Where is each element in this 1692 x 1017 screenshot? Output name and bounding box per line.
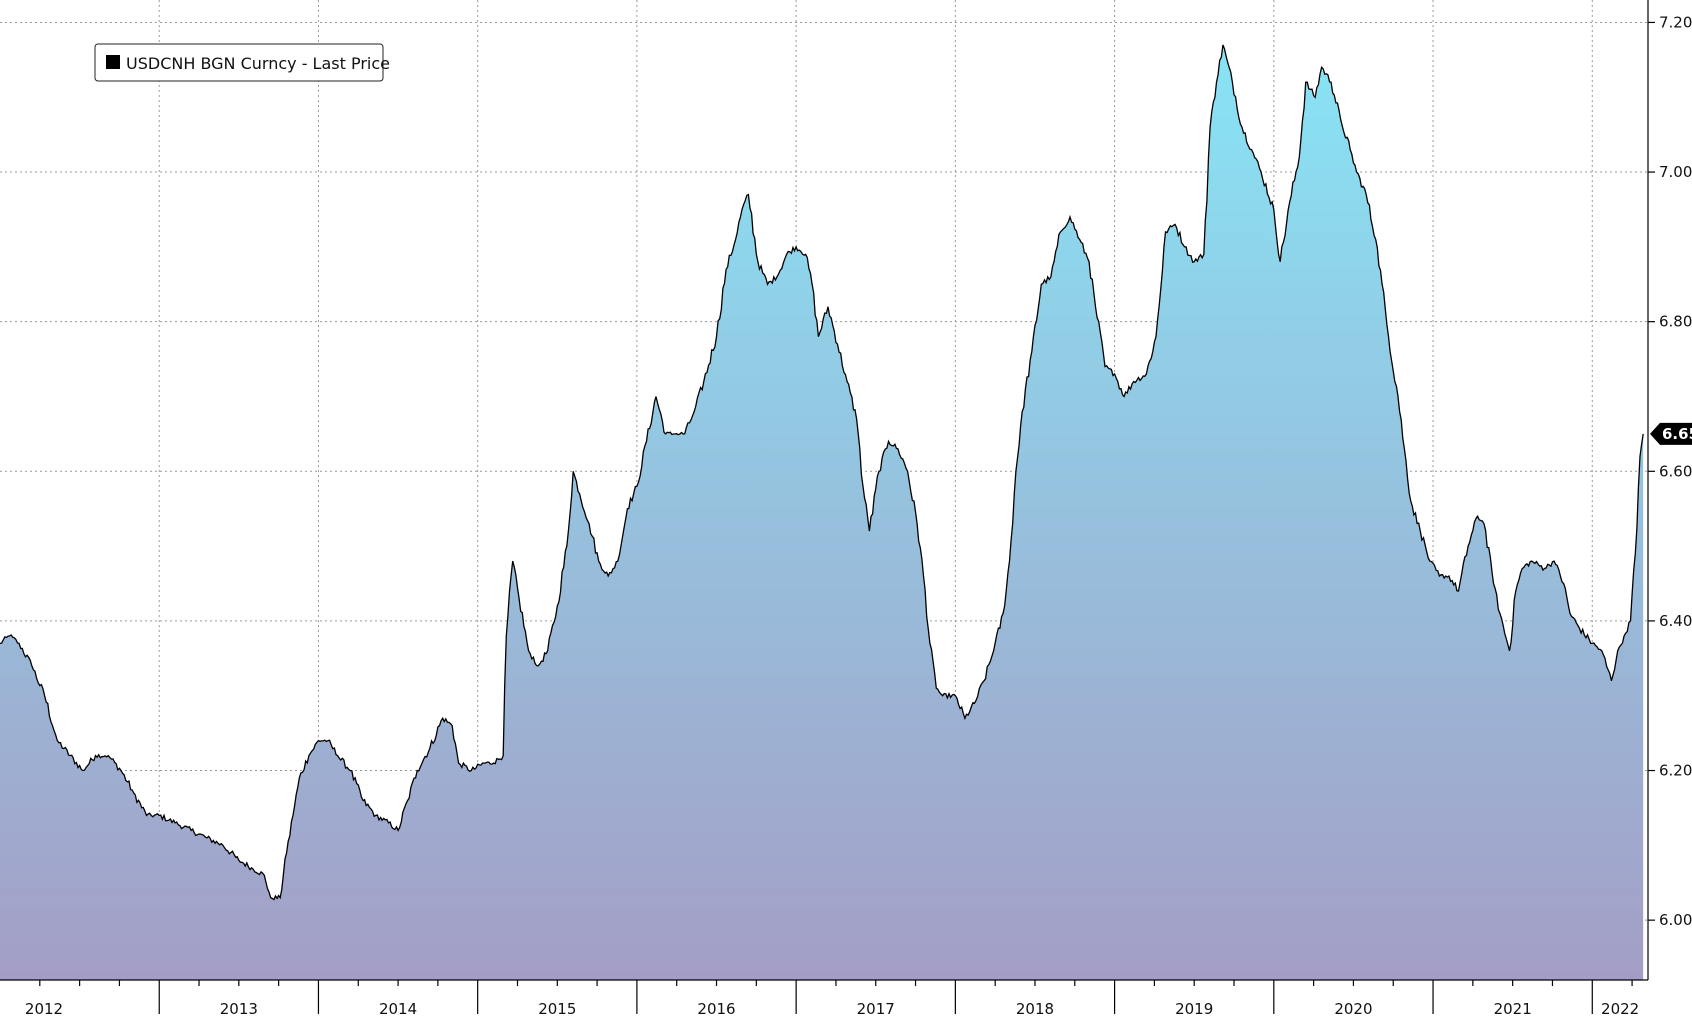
- legend-box: [94, 43, 384, 82]
- y-tick-label: 6.80: [1659, 313, 1692, 331]
- y-tick-label: 6.00: [1659, 911, 1692, 929]
- x-year-label: 2017: [857, 1000, 895, 1017]
- y-tick-label: 6.20: [1659, 762, 1692, 780]
- x-year-label: 2021: [1494, 1000, 1532, 1017]
- y-tick-label: 6.40: [1659, 612, 1692, 630]
- x-year-label: 2022: [1601, 1000, 1639, 1017]
- legend-label: USDCNH BGN Curncy - Last Price: [126, 54, 390, 73]
- last-price-tag: 6.65: [1650, 422, 1692, 445]
- series-line: [0, 44, 1644, 901]
- x-year-label: 2018: [1016, 1000, 1054, 1017]
- x-year-label: 2015: [538, 1000, 576, 1017]
- y-tick-label: 7.00: [1659, 163, 1692, 181]
- legend: USDCNH BGN Curncy - Last Price: [94, 43, 390, 82]
- series-fill: [0, 44, 1644, 980]
- x-year-label: 2014: [379, 1000, 417, 1017]
- x-year-label: 2020: [1334, 1000, 1372, 1017]
- x-year-label: 2019: [1175, 1000, 1213, 1017]
- legend-swatch: [106, 55, 120, 69]
- axes: [0, 0, 1655, 1014]
- y-tick-label: 7.20: [1659, 13, 1692, 31]
- last-price-label: 6.65: [1662, 425, 1692, 443]
- x-year-label: 2016: [697, 1000, 735, 1017]
- axis-labels: 6.00 6.20 6.40 6.60 6.80 7.00 7.20 2012 2013 2014…: [25, 13, 1692, 1017]
- y-tick-label: 6.60: [1659, 462, 1692, 480]
- x-year-label: 2013: [220, 1000, 258, 1017]
- x-year-label: 2012: [25, 1000, 63, 1017]
- series-area: [0, 44, 1644, 980]
- last-price-tag-shape: [1650, 422, 1692, 445]
